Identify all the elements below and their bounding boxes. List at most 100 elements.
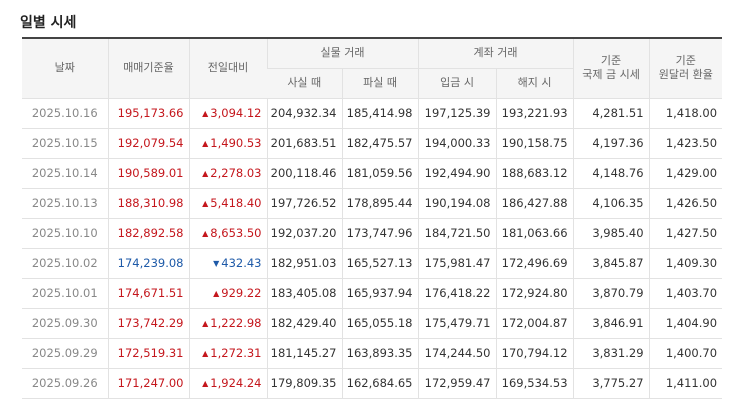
cash-sell-cell: 181,059.56 <box>341 158 419 189</box>
withdraw-cell: 169,534.53 <box>495 368 574 399</box>
withdraw-cell: 172,924.80 <box>495 278 574 309</box>
withdraw-cell: 170,794.12 <box>495 338 574 369</box>
cash-sell-cell-value: 185,414.98 <box>346 106 413 120</box>
date-cell: 2025.10.01 <box>22 278 108 309</box>
triangle-up-icon: ▲ <box>202 109 209 118</box>
cash-buy-cell-value: 204,932.34 <box>270 106 337 120</box>
withdraw-cell: 172,004.87 <box>495 308 574 339</box>
deposit-cell: 197,125.39 <box>417 98 497 129</box>
change-cell: ▲ 1,924.24 <box>188 368 267 399</box>
cash-sell-cell: 178,895.44 <box>341 188 419 219</box>
header-date: 날짜 <box>22 37 108 99</box>
cash-buy-cell-value: 182,429.40 <box>270 316 337 330</box>
usd-krw-cell: 1,411.00 <box>648 368 723 399</box>
trade-base-cell: 174,671.51 <box>107 278 189 309</box>
date-cell: 2025.09.26 <box>22 368 108 399</box>
trade-base-cell-value: 195,173.66 <box>117 106 184 120</box>
intl-gold-cell-value: 3,845.87 <box>592 256 644 270</box>
deposit-cell: 192,494.90 <box>417 158 497 189</box>
deposit-cell-value: 192,494.90 <box>424 166 491 180</box>
withdraw-cell-value: 188,683.12 <box>501 166 568 180</box>
daily-price-table: 날짜 매매기준율 전일대비 실물 거래 계좌 거래 기준 국제 금 시세 기준 … <box>22 37 723 399</box>
date-cell: 2025.10.15 <box>22 128 108 159</box>
table-row: 2025.09.29 172,519.31 ▲ 1,272.31 181,145.27 1… <box>22 338 723 369</box>
intl-gold-cell: 4,148.76 <box>572 158 650 189</box>
cash-buy-cell: 201,683.51 <box>266 128 342 159</box>
trade-base-cell: 192,079.54 <box>107 128 189 159</box>
header-intl-gold-line2: 국제 금 시세 <box>582 68 640 82</box>
intl-gold-cell: 3,845.87 <box>572 248 650 279</box>
date-cell-value: 2025.10.01 <box>31 286 98 300</box>
change-cell: ▲ 8,653.50 <box>188 218 267 249</box>
table-row: 2025.10.14 190,589.01 ▲ 2,278.03 200,118.46 1… <box>22 158 723 189</box>
header-cash-buy: 사실 때 <box>267 67 342 99</box>
cash-buy-cell-value: 192,037.20 <box>270 226 337 240</box>
cash-sell-cell: 165,055.18 <box>341 308 419 339</box>
header-transfer-deposit: 입금 시 <box>417 67 497 99</box>
usd-krw-cell-value: 1,426.50 <box>665 196 718 210</box>
deposit-cell: 184,721.50 <box>417 218 497 249</box>
deposit-cell-value: 184,721.50 <box>424 226 491 240</box>
change-cell: ▲ 1,272.31 <box>188 338 267 369</box>
cash-sell-cell-value: 178,895.44 <box>346 196 413 210</box>
usd-krw-cell: 1,400.70 <box>648 338 723 369</box>
withdraw-cell: 172,496.69 <box>495 248 574 279</box>
intl-gold-cell-value: 4,106.35 <box>592 196 644 210</box>
change-cell: ▲ 1,490.53 <box>188 128 267 159</box>
deposit-cell-value: 174,244.50 <box>424 346 491 360</box>
deposit-cell: 194,000.33 <box>417 128 497 159</box>
cash-buy-cell: 182,429.40 <box>266 308 342 339</box>
date-cell: 2025.09.29 <box>22 338 108 369</box>
cash-sell-cell-value: 173,747.96 <box>346 226 413 240</box>
withdraw-cell: 188,683.12 <box>495 158 574 189</box>
date-cell: 2025.10.02 <box>22 248 108 279</box>
usd-krw-cell-value: 1,429.00 <box>665 166 718 180</box>
header-usd-krw: 기준 원달러 환율 <box>648 37 723 99</box>
page-title: 일별 시세 <box>20 15 77 31</box>
date-cell: 2025.10.16 <box>22 98 108 129</box>
header-cash-sell: 파실 때 <box>341 67 419 99</box>
table-row: 2025.10.02 174,239.08 ▼ 432.43 182,951.03 165… <box>22 248 723 279</box>
trade-base-cell-value: 172,519.31 <box>117 346 184 360</box>
cash-sell-cell-value: 165,937.94 <box>346 286 413 300</box>
date-cell-value: 2025.10.02 <box>31 256 98 270</box>
intl-gold-cell-value: 3,985.40 <box>592 226 644 240</box>
triangle-up-icon: ▲ <box>202 349 209 358</box>
cash-sell-cell-value: 165,055.18 <box>346 316 413 330</box>
intl-gold-cell-value: 3,831.29 <box>592 346 644 360</box>
withdraw-cell-value: 170,794.12 <box>501 346 568 360</box>
change-cell-value: 1,924.24 <box>210 376 262 390</box>
date-cell-value: 2025.09.30 <box>31 316 98 330</box>
header-usd-krw-line1: 기준 <box>675 54 696 68</box>
change-cell-value: 2,278.03 <box>210 166 262 180</box>
usd-krw-cell: 1,409.30 <box>648 248 723 279</box>
deposit-cell-value: 197,125.39 <box>424 106 491 120</box>
usd-krw-cell-value: 1,400.70 <box>665 346 718 360</box>
cash-buy-cell-value: 201,683.51 <box>270 136 337 150</box>
trade-base-cell: 171,247.00 <box>107 368 189 399</box>
cash-buy-cell: 192,037.20 <box>266 218 342 249</box>
trade-base-cell-value: 173,742.29 <box>117 316 184 330</box>
usd-krw-cell-value: 1,427.50 <box>665 226 718 240</box>
triangle-down-icon: ▼ <box>213 259 220 268</box>
cash-sell-cell-value: 181,059.56 <box>346 166 413 180</box>
cash-buy-cell-value: 181,145.27 <box>270 346 337 360</box>
date-cell: 2025.10.10 <box>22 218 108 249</box>
change-cell: ▲ 5,418.40 <box>188 188 267 219</box>
trade-base-cell: 173,742.29 <box>107 308 189 339</box>
intl-gold-cell: 3,846.91 <box>572 308 650 339</box>
cash-sell-cell: 165,937.94 <box>341 278 419 309</box>
cash-buy-cell-value: 179,809.35 <box>270 376 337 390</box>
cash-sell-cell-value: 182,475.57 <box>346 136 413 150</box>
intl-gold-cell: 3,985.40 <box>572 218 650 249</box>
intl-gold-cell: 3,775.27 <box>572 368 650 399</box>
usd-krw-cell-value: 1,409.30 <box>665 256 718 270</box>
usd-krw-cell-value: 1,418.00 <box>665 106 718 120</box>
trade-base-cell-value: 174,671.51 <box>117 286 184 300</box>
deposit-cell-value: 175,479.71 <box>424 316 491 330</box>
intl-gold-cell-value: 3,775.27 <box>592 376 644 390</box>
triangle-up-icon: ▲ <box>213 289 220 298</box>
withdraw-cell-value: 181,063.66 <box>501 226 568 240</box>
table-row: 2025.10.01 174,671.51 ▲ 929.22 183,405.08 165… <box>22 278 723 309</box>
withdraw-cell-value: 193,221.93 <box>501 106 568 120</box>
